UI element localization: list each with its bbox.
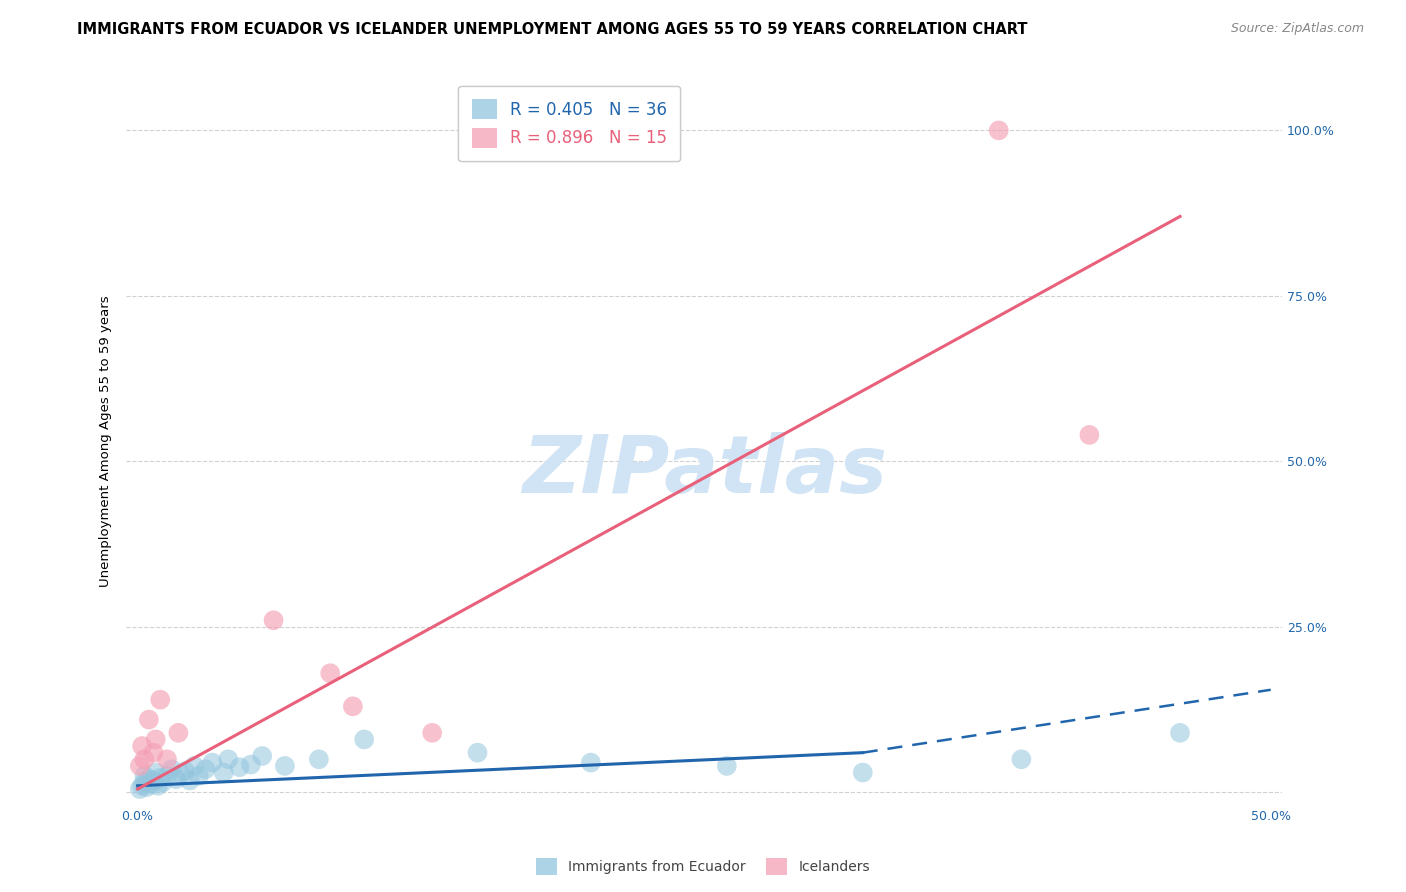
Text: Source: ZipAtlas.com: Source: ZipAtlas.com (1230, 22, 1364, 36)
Point (138, 772, 160, 786)
Point (152, 775, 174, 789)
Point (146, 779, 169, 793)
Y-axis label: Unemployment Among Ages 55 to 59 years: Unemployment Among Ages 55 to 59 years (100, 296, 112, 587)
Point (716, 759, 738, 773)
Point (239, 757, 262, 772)
Point (131, 739, 153, 753)
Point (149, 771, 172, 785)
Point (201, 756, 224, 770)
Point (135, 780, 157, 794)
Point (131, 779, 153, 793)
Point (145, 732, 167, 747)
Text: ZIPatlas: ZIPatlas (522, 432, 887, 509)
Point (156, 752, 179, 766)
Point (252, 749, 274, 764)
Point (134, 769, 156, 783)
Point (319, 666, 342, 681)
Point (169, 767, 191, 781)
Point (217, 752, 239, 766)
Point (467, 746, 489, 760)
Point (134, 775, 156, 789)
Point (1168, 726, 1191, 740)
Point (142, 746, 165, 760)
Point (174, 764, 197, 779)
Point (134, 752, 156, 766)
Point (160, 762, 183, 776)
Point (187, 769, 209, 783)
Point (420, 726, 443, 740)
Point (579, 756, 602, 770)
Point (179, 773, 201, 788)
Point (142, 773, 165, 788)
Point (228, 760, 250, 774)
Point (167, 726, 190, 740)
Point (342, 699, 364, 714)
Point (149, 692, 172, 706)
Legend: Immigrants from Ecuador, Icelanders: Immigrants from Ecuador, Icelanders (530, 853, 876, 880)
Text: IMMIGRANTS FROM ECUADOR VS ICELANDER UNEMPLOYMENT AMONG AGES 55 TO 59 YEARS CORR: IMMIGRANTS FROM ECUADOR VS ICELANDER UNE… (77, 22, 1028, 37)
Point (165, 772, 187, 786)
Point (212, 765, 235, 780)
Point (353, 732, 375, 747)
Point (274, 759, 297, 773)
Point (156, 769, 179, 783)
Point (852, 765, 875, 780)
Point (308, 752, 330, 766)
Legend: R = 0.405   N = 36, R = 0.896   N = 15: R = 0.405 N = 36, R = 0.896 N = 15 (458, 86, 681, 161)
Point (194, 762, 217, 776)
Point (1010, 752, 1032, 766)
Point (145, 765, 167, 780)
Point (263, 613, 285, 627)
Point (987, 123, 1010, 137)
Point (128, 782, 150, 797)
Point (128, 759, 150, 773)
Point (138, 713, 160, 727)
Point (1078, 428, 1101, 442)
Point (183, 759, 205, 773)
Point (141, 777, 163, 791)
